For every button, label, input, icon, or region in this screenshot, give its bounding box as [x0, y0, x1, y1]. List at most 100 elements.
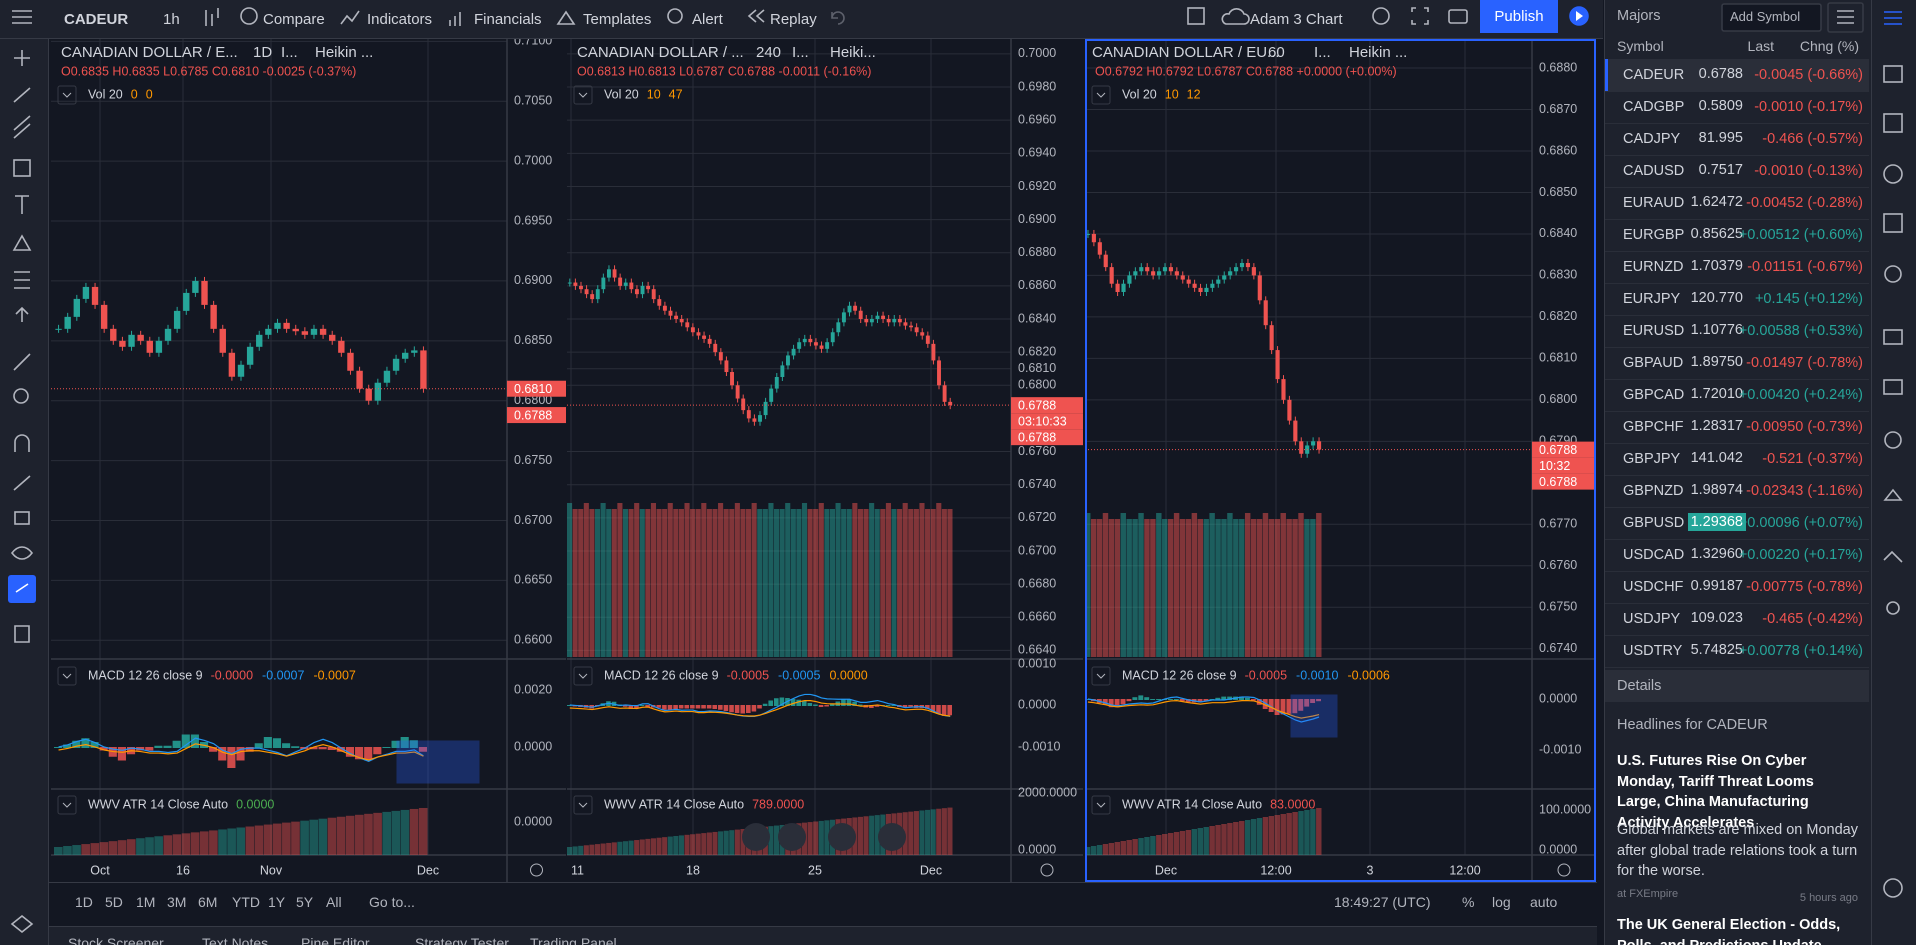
toolbar-alert[interactable]: Alert	[692, 11, 723, 28]
candle	[347, 352, 354, 371]
details-header[interactable]: Details	[1605, 670, 1869, 702]
symbol: USDCHF	[1623, 579, 1684, 595]
pane-chart-style: Heiki...	[830, 44, 876, 61]
range-button[interactable]: 1M	[136, 894, 156, 910]
price-tick-label: 0.6870	[1539, 102, 1577, 116]
macd-histogram	[172, 740, 181, 748]
chart-pane[interactable]: 0.7000 0.6980 0.6960 0.6940 0.6920 0.6900 0.68…	[567, 39, 1083, 882]
add-symbol[interactable]: Add Symbol	[1730, 9, 1801, 24]
headline-title[interactable]: The UK General Election - Odds, Polls, a…	[1617, 917, 1841, 945]
candle	[1263, 300, 1268, 326]
candle	[420, 350, 427, 389]
price-tick-label: 0.6920	[1018, 179, 1056, 193]
watchlist-row[interactable]: USDCHF 0.99187 -0.00775 (-0.78%)	[1605, 571, 1869, 604]
candle	[319, 328, 327, 335]
watchlist-row[interactable]: CADUSD 0.7517 -0.0010 (-0.13%)	[1605, 155, 1869, 188]
toolbar-compare[interactable]: Compare	[263, 11, 325, 28]
watchlist-row[interactable]: CADGBP 0.5809 -0.0010 (-0.17%)	[1605, 91, 1869, 124]
price-tick-label: 0.6900	[514, 273, 552, 287]
auto-toggle[interactable]: auto	[1530, 894, 1558, 910]
range-button[interactable]: YTD	[232, 894, 260, 910]
macd-toggle	[573, 666, 593, 686]
watchlist-row[interactable]: GBPCHF 1.28317 -0.00950 (-0.73%)	[1605, 411, 1869, 444]
candle	[651, 289, 656, 300]
change: -0.465 (-0.42%)	[1762, 611, 1863, 627]
watchlist-row[interactable]: EURAUD 1.62472 -0.00452 (-0.28%)	[1605, 187, 1869, 220]
volume-bar	[606, 509, 612, 657]
watchlist-row[interactable]: EURNZD 1.70379 -0.01151 (-0.67%)	[1605, 251, 1869, 284]
range-button[interactable]: 5Y	[296, 894, 314, 910]
wwv-bar	[382, 811, 392, 855]
percent-toggle[interactable]: %	[1462, 894, 1475, 910]
log-toggle[interactable]: log	[1492, 894, 1511, 910]
watchlist-row[interactable]: GBPUSD 1.29368 +0.00096 (+0.07%)	[1605, 507, 1869, 540]
macd-histogram	[1108, 699, 1114, 708]
price-tick-label: 0.7050	[514, 94, 552, 108]
toolbar-interval[interactable]: 1h	[163, 11, 180, 28]
watchlist-row[interactable]: GBPJPY 141.042 -0.521 (-0.37%)	[1605, 443, 1869, 476]
macd-histogram	[254, 743, 263, 748]
range-button[interactable]: 5D	[105, 894, 123, 910]
bottom-tab[interactable]: Stock Screener	[68, 935, 164, 945]
price-tick-label: 0.6700	[514, 513, 552, 527]
macd-histogram	[1120, 699, 1126, 705]
chart-pane[interactable]: 0.6880 0.6870 0.6860 0.6850 0.6840 0.6830 0.68…	[1085, 39, 1596, 882]
candle	[769, 388, 774, 402]
range-button[interactable]: 1Y	[268, 894, 286, 910]
toolbar-templates[interactable]: Templates	[583, 11, 652, 28]
toolbar-financials[interactable]: Financials	[474, 11, 542, 28]
bottom-tab[interactable]: Text Notes	[202, 935, 269, 945]
price-tick-label: 0.6880	[1018, 245, 1056, 259]
watchlist-row[interactable]: EURGBP 0.85625 +0.00512 (+0.60%)	[1605, 219, 1869, 252]
publish-label[interactable]: Publish	[1494, 8, 1544, 25]
wwv-bar	[1280, 814, 1286, 855]
watchlist-row[interactable]: USDTRY 5.74825 +0.00778 (+0.14%)	[1605, 635, 1869, 668]
time-label: Nov	[260, 863, 283, 877]
wwv-bar	[1197, 828, 1203, 855]
bottom-tab[interactable]: Trading Panel	[530, 935, 617, 945]
volume-bar	[779, 509, 785, 657]
range-button[interactable]: All	[326, 894, 342, 910]
range-button[interactable]: 3M	[167, 894, 187, 910]
macd-histogram	[829, 703, 835, 706]
watchlist-row[interactable]: USDCAD 1.32960 +0.00220 (+0.17%)	[1605, 539, 1869, 572]
candle	[668, 310, 673, 316]
watchlist-row[interactable]: GBPAUD 1.89750 -0.01497 (-0.78%)	[1605, 347, 1869, 380]
watchlist-row[interactable]: EURUSD 1.10776 +0.00588 (+0.53%)	[1605, 315, 1869, 348]
watchlist-row[interactable]: USDJPY 109.023 -0.465 (-0.42%)	[1605, 603, 1869, 636]
watchlist-row[interactable]: CADEUR 0.6788 -0.0045 (-0.66%)	[1605, 59, 1869, 92]
range-button[interactable]: 1D	[75, 894, 93, 910]
wwv-label: WWV ATR 14 Close Auto	[88, 797, 228, 811]
watchlist-row[interactable]: GBPCAD 1.72010 +0.00420 (+0.24%)	[1605, 379, 1869, 412]
signal-line	[58, 743, 424, 761]
wwv-bar	[718, 831, 724, 855]
macd-histogram	[336, 747, 345, 752]
watchlist-row[interactable]: CADJPY 81.995 -0.466 (-0.57%)	[1605, 123, 1869, 156]
candle	[853, 305, 858, 311]
goto[interactable]: Go to...	[369, 894, 415, 910]
range-button[interactable]: 6M	[198, 894, 218, 910]
chart-pane[interactable]: 0.7100 0.7050 0.7000 0.6950 0.6900 0.6850 0.68…	[51, 39, 566, 882]
toolbar-symbol[interactable]: CADEUR	[64, 11, 129, 28]
toolbar-replay[interactable]: Replay	[770, 11, 817, 28]
right-icon-bar	[1871, 0, 1916, 945]
volume-bar	[1162, 519, 1168, 657]
bottom-tab[interactable]: Strategy Tester	[415, 935, 509, 945]
wwv-bar	[1096, 845, 1103, 855]
headline-title[interactable]: U.S. Futures Rise On Cyber Monday, Tarif…	[1617, 753, 1814, 831]
volume-bar	[1316, 513, 1322, 657]
toolbar-indicators[interactable]: Indicators	[367, 11, 433, 28]
toolbar-layout-name[interactable]: Adam 3 Chart	[1250, 11, 1343, 28]
price-tick-label: 0.6820	[1018, 344, 1056, 358]
watchlist-row[interactable]: GBPNZD 1.98974 -0.02343 (-1.16%)	[1605, 475, 1869, 508]
macd-histogram	[645, 705, 650, 707]
watchlist-row[interactable]: EURJPY 120.770 +0.145 (+0.12%)	[1605, 283, 1869, 316]
macd-histogram	[236, 747, 245, 761]
price-tick-label: 0.6950	[514, 213, 552, 227]
macd-value: -0.0007	[313, 668, 355, 682]
macd-histogram	[63, 744, 72, 748]
bottom-tab[interactable]: Pine Editor	[301, 935, 370, 945]
candle	[119, 340, 126, 347]
watchlist-title[interactable]: Majors	[1617, 8, 1661, 24]
